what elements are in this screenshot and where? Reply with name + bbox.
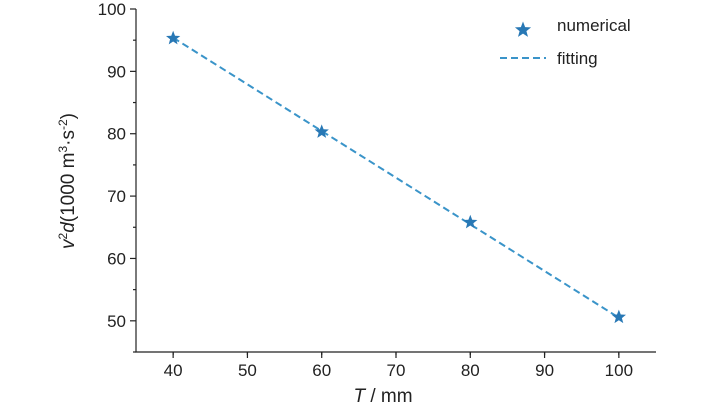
plot-area — [166, 30, 626, 324]
y-axis-title-dot: ·s — [58, 130, 79, 146]
legend-label-fitting: fitting — [557, 49, 598, 68]
legend: numerical fitting — [500, 16, 631, 68]
x-axis-title-symbol: T — [353, 386, 366, 407]
x-axis-title: T / mm — [353, 386, 412, 407]
numerical-point — [463, 214, 478, 229]
numerical-point — [314, 124, 329, 138]
y-axis-title-v: v — [58, 238, 79, 249]
y-tick-label: 70 — [107, 187, 126, 206]
y-axis-title-d: d — [58, 221, 79, 233]
x-tick-label: 60 — [312, 361, 331, 380]
x-tick-label: 50 — [238, 361, 257, 380]
y-axis-ticks: 50 60 70 80 90 100 — [98, 0, 136, 353]
x-axis-title-unit: / mm — [365, 386, 413, 407]
y-axis-title-close: ) — [58, 113, 79, 119]
y-tick-label: 80 — [107, 125, 126, 144]
y-tick-label: 60 — [107, 249, 126, 268]
y-tick-label: 90 — [107, 62, 126, 81]
numerical-point — [166, 30, 181, 45]
numerical-point — [611, 309, 626, 324]
y-tick-label: 50 — [107, 312, 126, 331]
x-axis-ticks: 40 50 60 70 80 90 100 — [164, 352, 633, 380]
x-tick-label: 70 — [387, 361, 406, 380]
fitting-line — [172, 36, 620, 319]
y-axis-title-exp3: 3 — [56, 146, 70, 153]
y-axis-title-open: (1000 m — [58, 153, 79, 223]
y-axis-title: v2d(1000 m3·s-2) — [56, 113, 79, 249]
x-tick-label: 90 — [535, 361, 554, 380]
legend-star-marker — [514, 21, 532, 37]
x-tick-label: 100 — [605, 361, 633, 380]
legend-label-numerical: numerical — [557, 16, 631, 35]
y-tick-label: 100 — [98, 0, 126, 19]
x-tick-label: 40 — [164, 361, 183, 380]
y-axis-title-exp2: 2 — [56, 232, 70, 239]
y-axis-title-expm2: -2 — [56, 119, 70, 130]
x-tick-label: 80 — [461, 361, 480, 380]
